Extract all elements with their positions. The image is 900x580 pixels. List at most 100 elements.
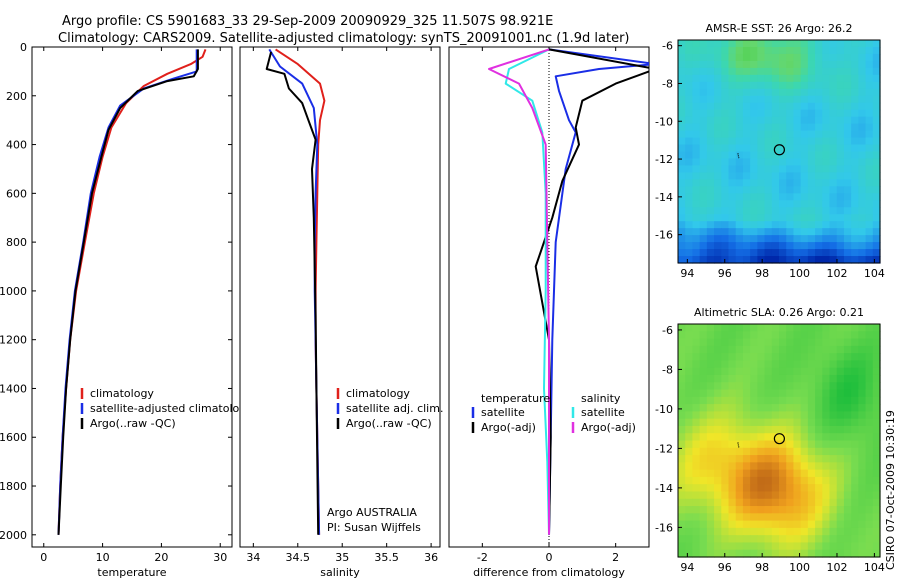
map-cell — [779, 469, 787, 478]
map-cell — [735, 53, 744, 62]
map-cell — [750, 484, 758, 493]
map-cell — [750, 151, 758, 160]
map-cell — [764, 235, 773, 243]
map-cell — [800, 74, 809, 83]
map-cell — [872, 542, 881, 551]
map-cell — [728, 214, 737, 222]
map-cell — [851, 40, 859, 48]
map-cell — [815, 382, 823, 391]
map-cell — [706, 137, 715, 146]
credit-line1: Argo AUSTRALIA — [327, 506, 417, 519]
y-tick-label: -8 — [662, 363, 673, 376]
map-cell — [865, 137, 874, 146]
map-cell — [750, 469, 758, 478]
map-cell — [851, 491, 859, 500]
map-cell — [829, 411, 838, 420]
map-cell — [678, 116, 686, 125]
map-cell — [742, 324, 751, 332]
map-cell — [807, 207, 816, 215]
map-cell — [865, 151, 874, 160]
map-cell — [771, 353, 780, 362]
map-cell — [757, 207, 766, 215]
map-cell — [851, 484, 859, 493]
map-cell — [793, 542, 802, 551]
map-cell — [721, 374, 730, 383]
map-cell — [692, 193, 701, 201]
map-cell — [836, 60, 845, 69]
map-cell — [786, 367, 795, 376]
map-cell — [815, 221, 823, 229]
map-cell — [786, 95, 795, 104]
map-cell — [786, 235, 795, 243]
map-cell — [771, 491, 780, 500]
map-cell — [742, 221, 751, 229]
map-cell — [706, 88, 715, 97]
map-cell — [706, 411, 715, 420]
map-cell — [728, 374, 737, 383]
map-cell — [728, 404, 737, 412]
map-cell — [728, 382, 737, 391]
map-cell — [685, 469, 694, 478]
map-cell — [750, 491, 758, 500]
map-cell — [678, 88, 686, 97]
map-cell — [764, 193, 773, 201]
map-cell — [815, 360, 823, 369]
map-cell — [699, 360, 708, 369]
map-cell — [706, 331, 715, 340]
map-cell — [822, 506, 831, 514]
map-cell — [721, 527, 730, 536]
map-cell — [779, 144, 787, 153]
map-cell — [822, 123, 831, 132]
map-cell — [800, 53, 809, 62]
map-cell — [793, 193, 802, 201]
map-cell — [728, 520, 737, 529]
map-cell — [678, 144, 686, 153]
map-cell — [714, 353, 722, 362]
map-cell — [742, 440, 751, 449]
map-cell — [786, 469, 795, 478]
map-cell — [851, 242, 859, 250]
map-cell — [735, 81, 744, 90]
map-cell — [757, 353, 766, 362]
map-cell — [836, 396, 845, 405]
map-cell — [728, 433, 737, 442]
map-cell — [779, 440, 787, 449]
map-cell — [865, 88, 874, 97]
map-cell — [786, 88, 795, 97]
map-cell — [764, 53, 773, 62]
map-cell — [793, 440, 802, 449]
y-tick-label: 400 — [6, 139, 27, 152]
y-tick-label: -12 — [655, 153, 673, 166]
map-cell — [685, 256, 694, 264]
map-cell — [685, 527, 694, 536]
map-cell — [678, 172, 686, 180]
map-title: AMSR-E SST: 26 Argo: 26.2 — [705, 22, 852, 35]
map-cell — [757, 109, 766, 118]
map-cell — [742, 137, 751, 146]
map-cell — [764, 542, 773, 551]
map-cell — [714, 179, 722, 187]
map-cell — [843, 374, 852, 383]
map-cell — [742, 404, 751, 412]
map-cell — [851, 60, 859, 69]
map-cell — [771, 95, 780, 104]
map-cell — [771, 374, 780, 383]
map-cell — [851, 179, 859, 187]
map-cell — [779, 535, 787, 544]
map-cell — [822, 116, 831, 125]
map-cell — [865, 411, 874, 420]
map-cell — [793, 396, 802, 405]
map-cell — [851, 214, 859, 222]
map-cell — [764, 498, 773, 507]
map-cell — [764, 151, 773, 160]
map-cell — [843, 53, 852, 62]
map-cell — [779, 186, 787, 194]
map-cell — [815, 74, 823, 83]
map-cell — [865, 374, 874, 383]
map-cell — [685, 249, 694, 257]
map-cell — [728, 102, 737, 111]
map-cell — [771, 498, 780, 507]
map-cell — [807, 151, 816, 160]
map-cell — [721, 95, 730, 104]
